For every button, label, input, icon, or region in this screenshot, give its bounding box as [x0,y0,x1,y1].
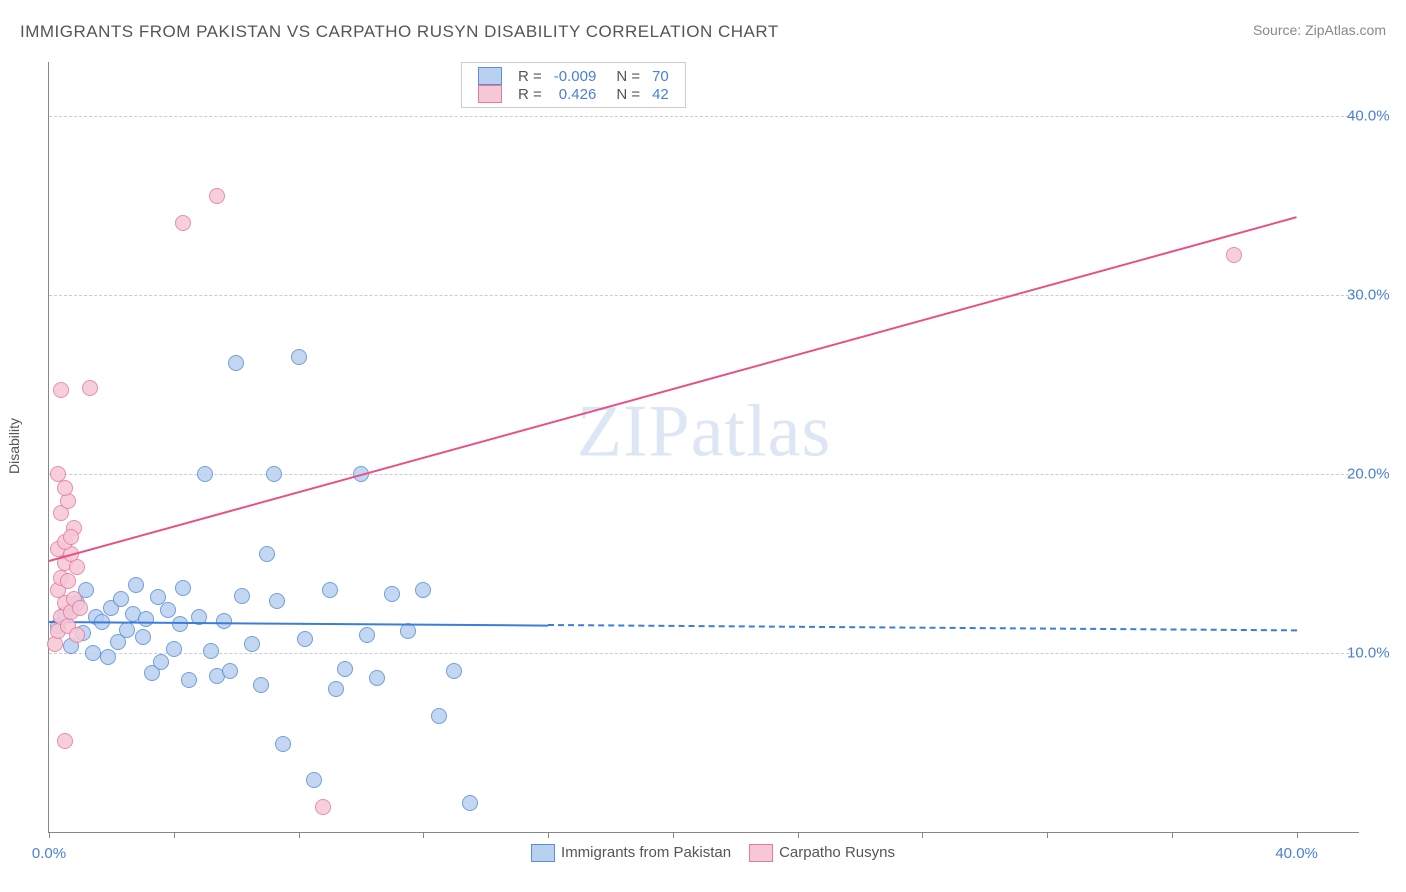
x-tick [673,832,674,838]
legend-row: R =-0.009N =70 [472,67,675,85]
data-point [135,629,151,645]
data-point [369,670,385,686]
data-point [400,623,416,639]
y-tick-label: 20.0% [1347,465,1406,482]
source-attribution: Source: ZipAtlas.com [1253,22,1386,38]
watermark: ZIPatlas [577,389,832,474]
data-point [209,188,225,204]
data-point [128,577,144,593]
data-point [269,593,285,609]
x-tick [1297,832,1298,838]
y-tick-label: 30.0% [1347,286,1406,303]
data-point [359,627,375,643]
data-point [175,580,191,596]
data-point [53,382,69,398]
x-tick [922,832,923,838]
x-tick [548,832,549,838]
data-point [291,349,307,365]
data-point [63,529,79,545]
data-point [82,380,98,396]
data-point [306,772,322,788]
series-legend: Immigrants from Pakistan Carpatho Rusyns [513,844,895,862]
trend-line [49,216,1297,562]
data-point [172,616,188,632]
data-point [197,466,213,482]
y-tick-label: 10.0% [1347,644,1406,661]
x-tick [1047,832,1048,838]
data-point [69,627,85,643]
data-point [266,466,282,482]
data-point [222,663,238,679]
gridline [49,474,1359,475]
data-point [234,588,250,604]
gridline [49,653,1359,654]
scatter-plot: ZIPatlas R =-0.009N =70R =0.426N =42 Imm… [48,62,1359,833]
correlation-legend: R =-0.009N =70R =0.426N =42 [461,62,686,108]
data-point [384,586,400,602]
data-point [253,677,269,693]
data-point [1226,247,1242,263]
legend-label: Carpatho Rusyns [779,844,895,861]
data-point [60,573,76,589]
data-point [228,355,244,371]
data-point [337,661,353,677]
gridline [49,116,1359,117]
x-tick-label: 40.0% [1275,845,1318,862]
data-point [50,466,66,482]
legend-label: Immigrants from Pakistan [561,844,731,861]
data-point [322,582,338,598]
data-point [216,613,232,629]
legend-row: R =0.426N =42 [472,85,675,103]
data-point [153,654,169,670]
data-point [203,643,219,659]
data-point [259,546,275,562]
data-point [328,681,344,697]
x-tick-label: 0.0% [32,845,66,862]
data-point [119,622,135,638]
x-tick [174,832,175,838]
gridline [49,295,1359,296]
data-point [275,736,291,752]
data-point [166,641,182,657]
data-point [138,611,154,627]
y-tick-label: 40.0% [1347,107,1406,124]
x-tick [423,832,424,838]
data-point [244,636,260,652]
data-point [72,600,88,616]
data-point [446,663,462,679]
data-point [297,631,313,647]
data-point [100,649,116,665]
data-point [113,591,129,607]
legend-swatch [749,844,773,862]
y-axis-title: Disability [6,418,22,474]
legend-swatch [531,844,555,862]
data-point [431,708,447,724]
data-point [57,480,73,496]
data-point [85,645,101,661]
data-point [181,672,197,688]
x-tick [1172,832,1173,838]
data-point [315,799,331,815]
data-point [175,215,191,231]
data-point [415,582,431,598]
trend-line [548,624,1297,631]
data-point [462,795,478,811]
data-point [160,602,176,618]
x-tick [299,832,300,838]
page-title: IMMIGRANTS FROM PAKISTAN VS CARPATHO RUS… [20,22,779,42]
x-tick [49,832,50,838]
data-point [57,733,73,749]
x-tick [798,832,799,838]
